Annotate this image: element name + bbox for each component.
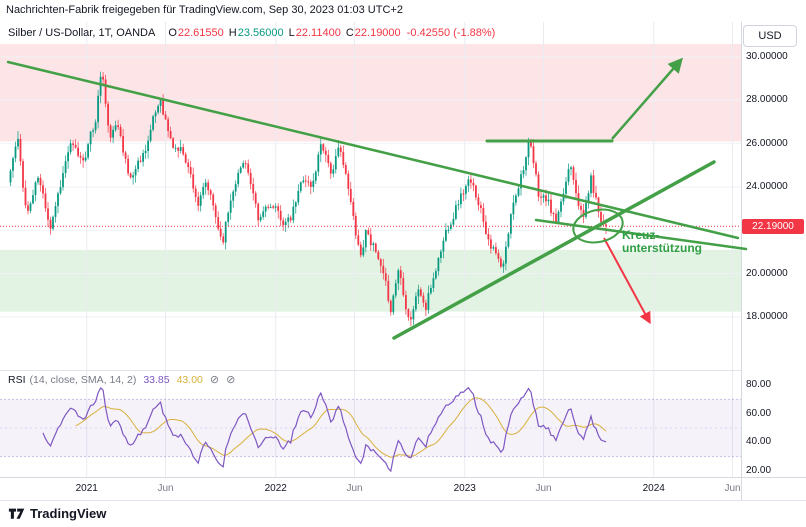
symbol-title[interactable]: Silber / US-Dollar, 1T, OANDA: [8, 27, 156, 39]
time-axis-label: 2021: [75, 483, 98, 494]
tradingview-brand[interactable]: TradingView: [30, 506, 107, 521]
ohlc-value: 22.19000: [354, 27, 401, 39]
time-axis-label: 2023: [453, 483, 476, 494]
attribution-text: Nachrichten-Fabrik freigegeben für Tradi…: [6, 4, 403, 16]
candlestick-series: [9, 71, 607, 326]
time-axis-label: 2022: [264, 483, 287, 494]
price-change: -0.42550 (-1.88%): [406, 27, 496, 39]
minor-support-line[interactable]: [534, 218, 748, 251]
rsi-axis-label: 60.00: [746, 407, 772, 419]
price-axis-label: 24.00000: [746, 181, 788, 192]
rsi-ma-value: 43.00: [176, 373, 203, 386]
breakout-up-arrow[interactable]: [611, 57, 683, 140]
ohlc-value: 22.11400: [295, 27, 341, 39]
zone-resistance: [0, 43, 741, 142]
current-price-value: 22.19000: [752, 220, 794, 232]
cross-support-label-line1: Kreuz-: [622, 228, 660, 242]
ohlc-label: C: [345, 27, 354, 39]
price-axis-label: 18.00000: [746, 311, 788, 322]
ohlc-label: H: [228, 27, 237, 39]
cross-support-circle[interactable]: [570, 205, 626, 247]
rsi-sma-line: [75, 397, 607, 458]
descending-resistance-line[interactable]: [6, 60, 740, 240]
rsi-title: RSI: [8, 373, 26, 386]
rsi-axis-label: 40.00: [746, 436, 772, 448]
cross-support-annotation-label: Kreuz- unterstützung: [622, 229, 702, 255]
ohlc-label: L: [288, 27, 295, 39]
price-axis-label: 28.00000: [746, 94, 788, 106]
time-axis-label: 2024: [642, 483, 665, 494]
rsi-axis-label: 80.00: [746, 379, 772, 390]
current-price-badge: 22.19000: [742, 218, 804, 234]
symbol-legend[interactable]: Silber / US-Dollar, 1T, OANDA O22.61550 H…: [8, 27, 495, 39]
rsi-value: 33.85: [143, 373, 170, 386]
currency-button[interactable]: USD: [743, 25, 797, 47]
time-axis-label: Jun: [724, 483, 741, 494]
price-axis-label: 20.00000: [746, 267, 788, 279]
ohlc-values: O22.61550 H23.56000 L22.11400 C22.19000: [163, 27, 400, 39]
ohlc-value: 23.56000: [237, 27, 284, 39]
zone-support: [0, 249, 741, 312]
time-axis-label: Jun: [346, 483, 363, 494]
ohlc-value: 22.61550: [177, 27, 224, 39]
rsi-params: (14, close, SMA, 14, 2): [29, 373, 137, 386]
rsi-line: [42, 386, 607, 473]
time-axis-label: Jun: [157, 483, 174, 494]
cross-support-label-line2: unterstützung: [622, 241, 702, 255]
hide-indicator-icon[interactable]: ⊘: [226, 374, 236, 386]
ascending-support-line[interactable]: [392, 160, 716, 340]
price-axis-label: 30.00000: [746, 51, 788, 62]
rsi-indicator-legend[interactable]: RSI (14, close, SMA, 14, 2) 33.85 43.00 …: [8, 373, 236, 387]
price-axis-label: 26.00000: [746, 137, 788, 149]
footer: TradingView: [8, 505, 106, 522]
breakdown-red-arrow[interactable]: [603, 237, 651, 325]
time-axis-label: Jun: [535, 483, 552, 494]
rsi-axis-label: 20.00: [746, 464, 772, 476]
ohlc-label: O: [168, 27, 177, 39]
currency-label: USD: [758, 30, 782, 42]
tradingview-logo-icon[interactable]: [8, 505, 25, 522]
hide-indicator-icon[interactable]: ⊘: [209, 374, 220, 386]
